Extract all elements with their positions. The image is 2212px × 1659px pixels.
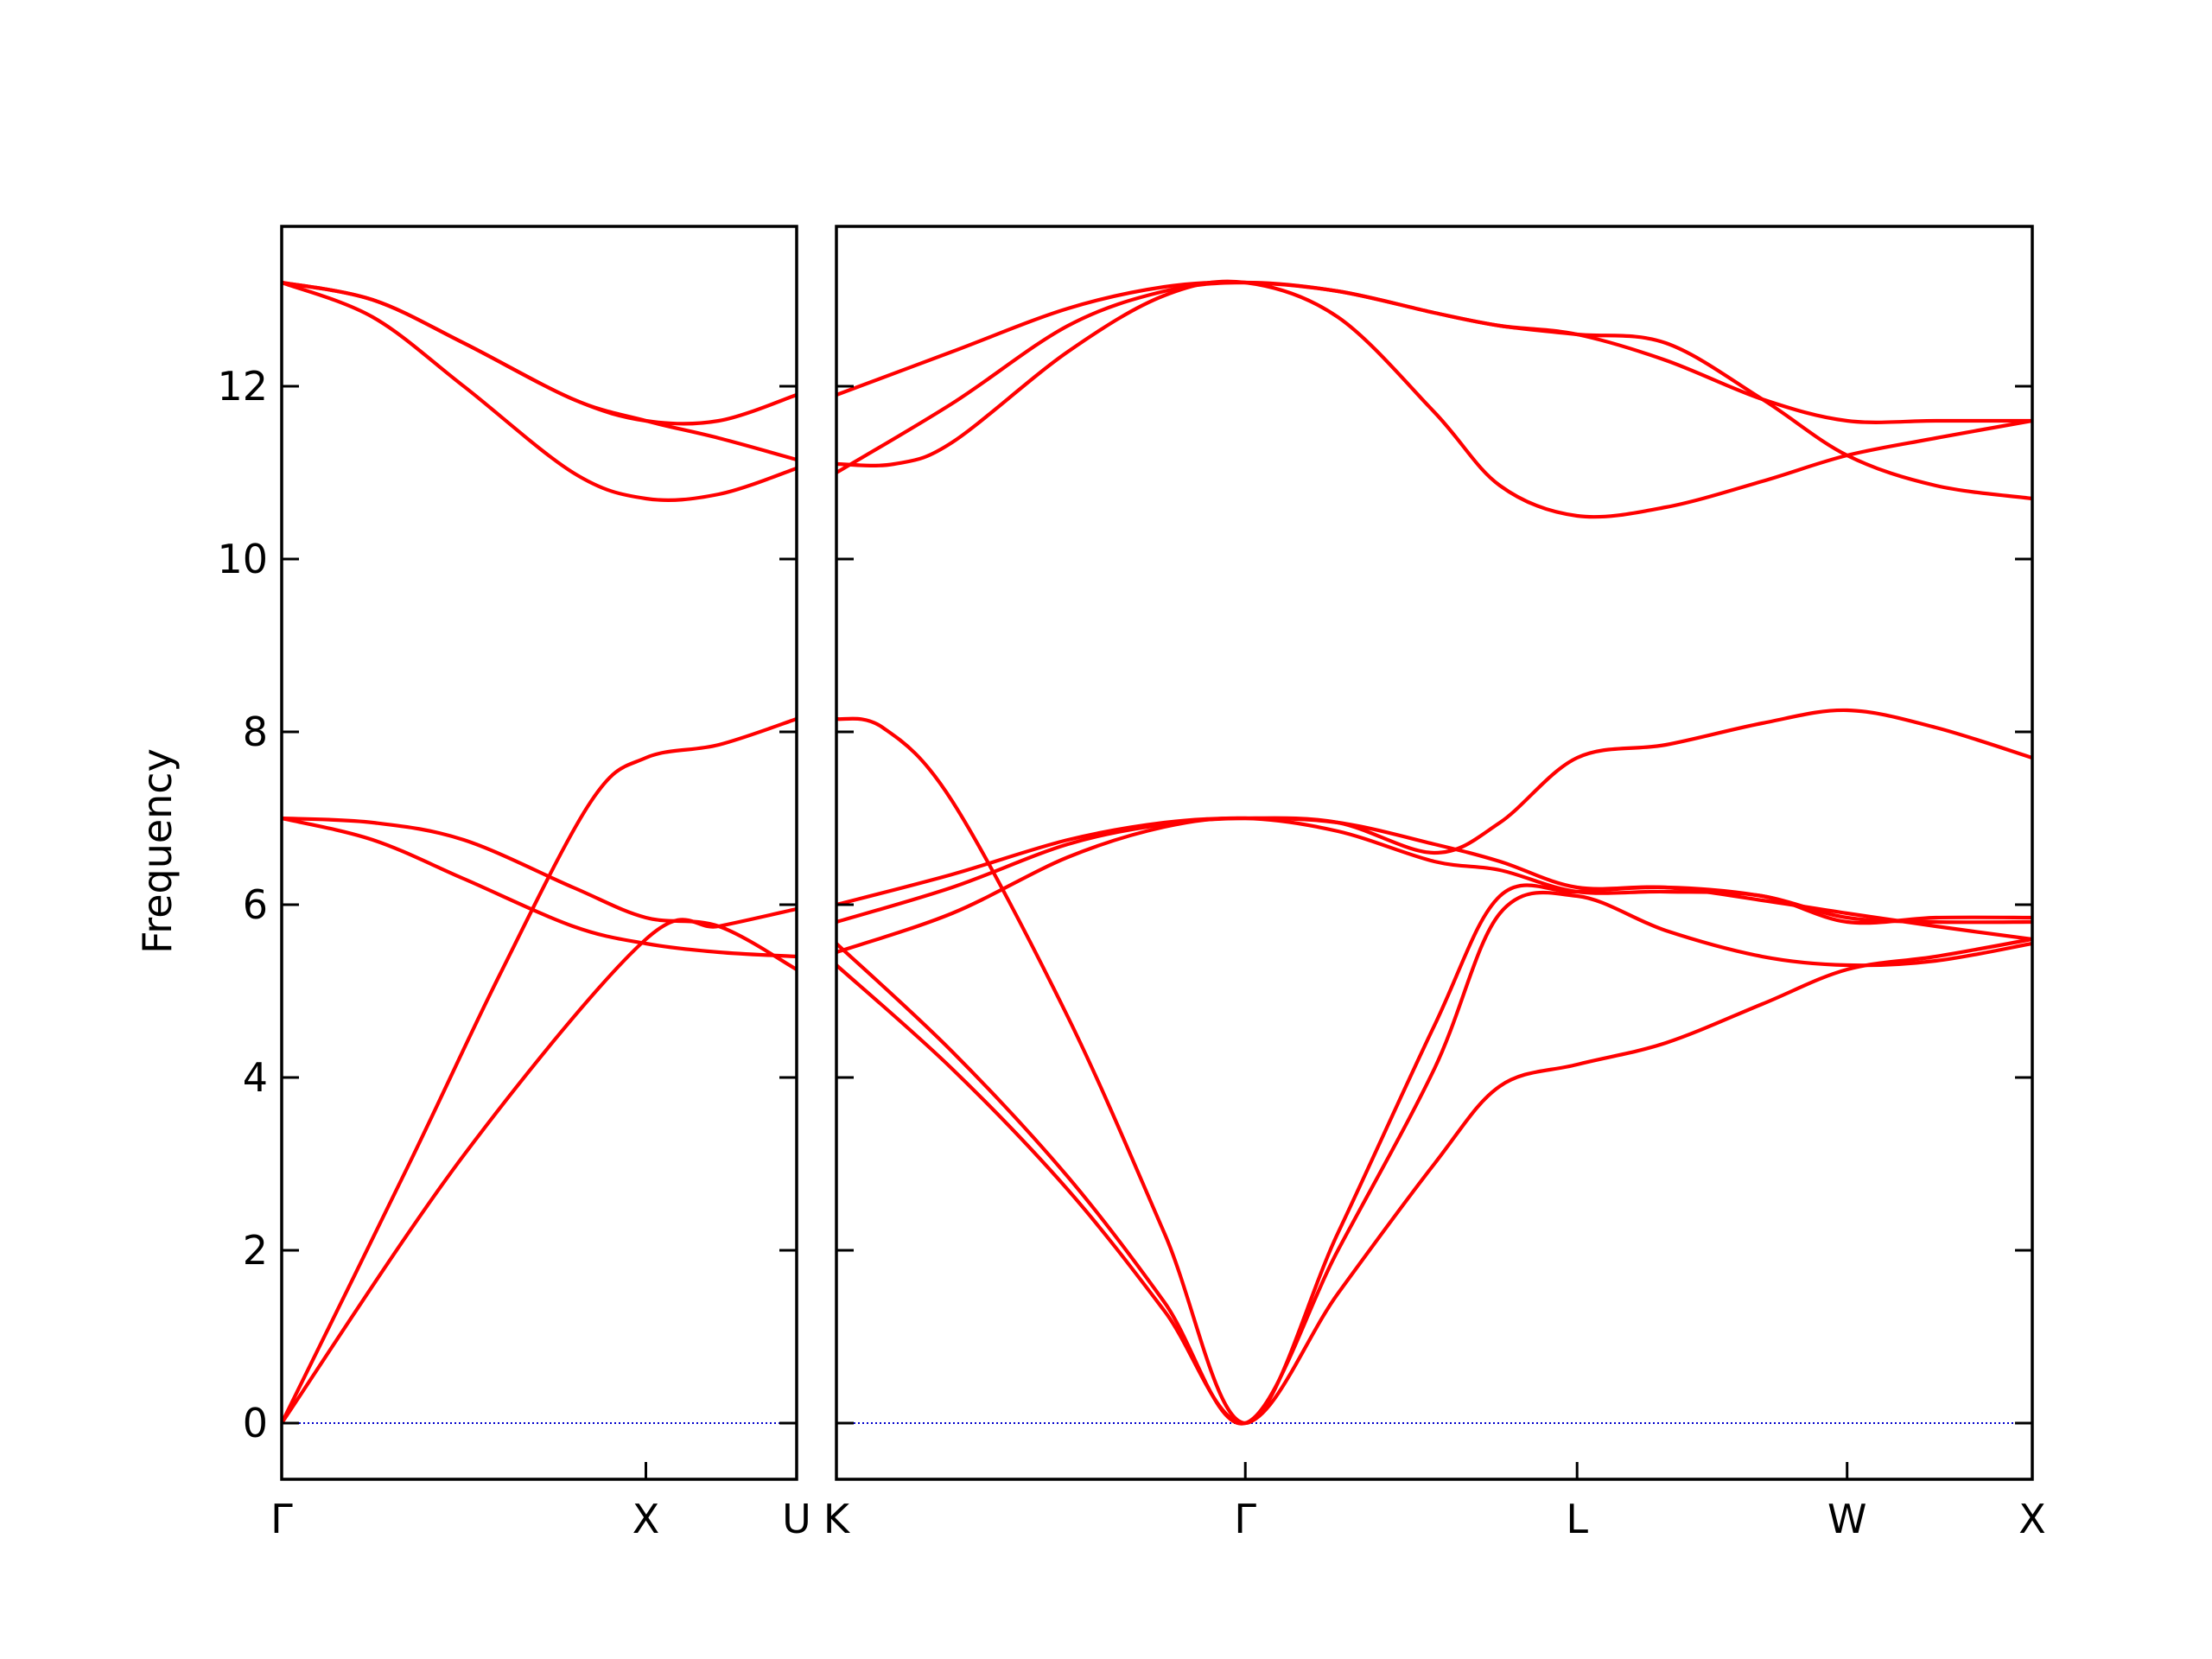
panel-frame: [280, 225, 798, 1481]
x-tick-label: U: [782, 1496, 811, 1542]
band-line-6: [282, 280, 797, 426]
panel-1: Γ X U 0 2 4 6 8 10 12: [217, 225, 811, 1542]
x-tick-label: Γ: [270, 1496, 293, 1542]
band-line-3: [282, 816, 797, 959]
band-line-7: [282, 280, 797, 462]
y-tick-label: 2: [243, 1227, 268, 1274]
bands: [282, 280, 797, 1426]
panel-frame: [835, 225, 2034, 1481]
y-tick-label: 12: [217, 363, 268, 410]
x-tick-label: Γ: [1234, 1496, 1256, 1542]
band-line-5: [836, 708, 2032, 925]
y-axis-title: Frequency: [134, 748, 181, 954]
y-tick-label: 8: [243, 709, 268, 755]
y-axis-title-group: Frequency: [134, 748, 181, 954]
band-line-5: [282, 280, 797, 502]
y-tick-label: 10: [217, 536, 268, 582]
x-tick-label: X: [632, 1496, 660, 1542]
y-tick-label: 4: [243, 1054, 268, 1101]
band-line-1: [836, 937, 2032, 1426]
band-line-4: [282, 816, 797, 972]
x-tick-label: W: [1827, 1496, 1866, 1542]
x-tick-label: L: [1566, 1496, 1588, 1542]
y-tick-label: 6: [243, 881, 268, 928]
y-tick-label: 0: [243, 1400, 268, 1446]
band-line-9: [836, 280, 2032, 424]
band-line-7: [836, 279, 2032, 519]
band-line-4: [836, 816, 2032, 955]
band-line-2: [836, 890, 2032, 1426]
x-tick-label: X: [2018, 1496, 2046, 1542]
panels: Γ X U 0 2 4 6 8 10 12 K Γ L W X: [217, 225, 2046, 1542]
bands: [836, 279, 2032, 1426]
band-line-2: [282, 716, 797, 1426]
band-line-6: [836, 816, 2032, 942]
x-tick-label: K: [823, 1496, 851, 1542]
band-line-1: [282, 906, 797, 1426]
